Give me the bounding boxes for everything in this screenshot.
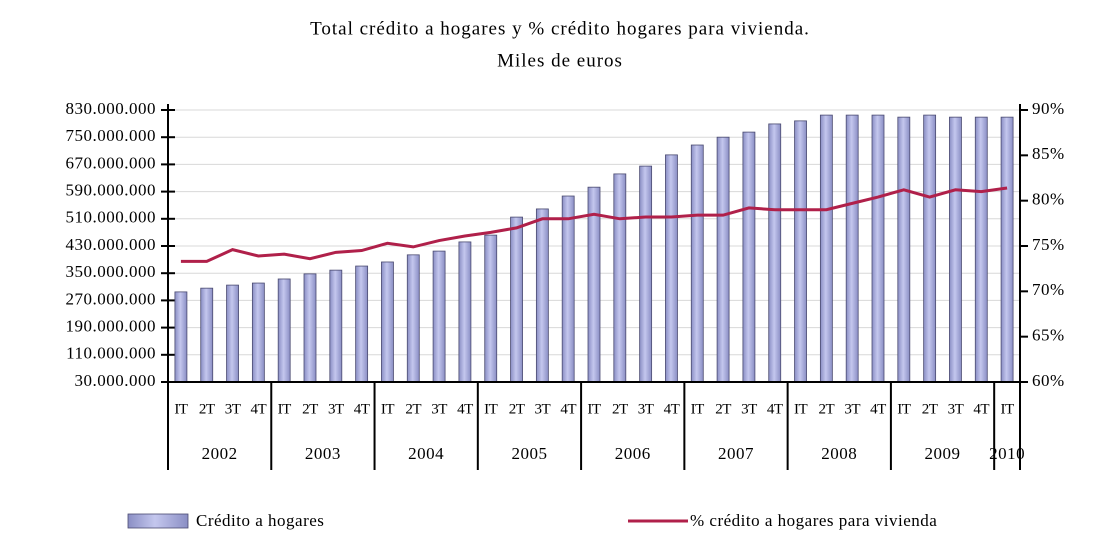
x-tick-label: IT: [691, 401, 704, 417]
year-label: 2003: [305, 444, 341, 463]
y-tick-label: 270.000.000: [66, 289, 157, 308]
bar: [1000, 116, 1014, 383]
x-tick-label: 3T: [741, 401, 757, 417]
year-label: 2009: [925, 444, 961, 463]
bar: [819, 114, 833, 383]
bar: [768, 123, 782, 383]
x-tick-label: 4T: [664, 401, 680, 417]
y2-tick-label: 80%: [1032, 190, 1065, 209]
y-tick-label: 750.000.000: [66, 126, 157, 145]
x-tick-label: 2T: [819, 401, 835, 417]
x-tick-label: IT: [1001, 401, 1014, 417]
chart-title: Total crédito a hogares y % crédito hoga…: [310, 18, 810, 39]
x-tick-label: 3T: [638, 401, 654, 417]
bar: [277, 278, 291, 383]
y2-tick-label: 65%: [1032, 326, 1065, 345]
bar: [665, 154, 678, 383]
bar: [923, 114, 937, 383]
bar: [974, 116, 988, 383]
legend-label: % crédito a hogares para vivienda: [690, 511, 937, 530]
x-tick-label: 3T: [328, 401, 344, 417]
x-tick-label: IT: [897, 401, 910, 417]
y-tick-label: 110.000.000: [66, 344, 156, 363]
x-tick-label: IT: [484, 401, 497, 417]
y-tick-label: 350.000.000: [66, 262, 157, 281]
x-tick-label: 4T: [457, 401, 473, 417]
y-tick-label: 670.000.000: [66, 153, 157, 172]
bar: [251, 282, 265, 383]
year-label: 2004: [408, 444, 444, 463]
bar: [303, 273, 317, 383]
bar: [639, 165, 653, 383]
x-tick-label: 2T: [302, 401, 318, 417]
bar: [561, 195, 575, 383]
x-tick-label: 2T: [199, 401, 215, 417]
bar: [406, 254, 420, 383]
bar: [174, 291, 188, 383]
y2-tick-label: 90%: [1032, 99, 1065, 118]
bar: [845, 114, 859, 383]
x-tick-label: 3T: [535, 401, 551, 417]
x-tick-label: 3T: [948, 401, 964, 417]
x-tick-label: 2T: [612, 401, 628, 417]
bar: [355, 265, 369, 383]
bar: [510, 216, 523, 383]
bar: [329, 269, 343, 383]
x-tick-label: 4T: [560, 401, 576, 417]
y-tick-label: 830.000.000: [66, 99, 157, 118]
y2-tick-label: 85%: [1032, 144, 1065, 163]
bar: [200, 287, 214, 383]
y-tick-label: 30.000.000: [75, 371, 157, 390]
y2-tick-label: 60%: [1032, 371, 1065, 390]
bar: [535, 208, 549, 383]
x-tick-label: 2T: [405, 401, 421, 417]
year-label: 2007: [718, 444, 754, 463]
x-tick-label: IT: [174, 401, 187, 417]
bar: [949, 116, 962, 383]
x-tick-label: 2T: [715, 401, 731, 417]
y-tick-label: 590.000.000: [66, 181, 157, 200]
y-tick-label: 510.000.000: [66, 208, 157, 227]
x-tick-label: 4T: [354, 401, 370, 417]
x-tick-label: 3T: [225, 401, 241, 417]
year-label: 2008: [821, 444, 857, 463]
x-tick-label: IT: [587, 401, 600, 417]
bar: [897, 116, 911, 383]
x-tick-label: 4T: [251, 401, 267, 417]
x-tick-label: 4T: [973, 401, 989, 417]
bar: [226, 284, 239, 383]
bar: [484, 234, 498, 383]
year-label: 2006: [615, 444, 651, 463]
year-label: 2005: [511, 444, 547, 463]
x-tick-label: IT: [794, 401, 807, 417]
legend-swatch: [127, 513, 189, 529]
bar: [716, 136, 730, 383]
x-tick-label: IT: [278, 401, 291, 417]
legend-label: Crédito a hogares: [196, 511, 324, 530]
x-tick-label: 2T: [922, 401, 938, 417]
x-tick-label: 4T: [870, 401, 886, 417]
x-tick-label: IT: [381, 401, 394, 417]
line-series: [180, 186, 1008, 263]
x-tick-label: 2T: [509, 401, 525, 417]
bar: [432, 250, 446, 383]
y-tick-label: 190.000.000: [66, 317, 157, 336]
year-label: 2002: [202, 444, 238, 463]
bar: [381, 261, 394, 383]
bar: [690, 144, 704, 383]
y-tick-label: 430.000.000: [66, 235, 157, 254]
y2-tick-label: 75%: [1032, 235, 1065, 254]
year-label: 2010: [989, 444, 1025, 463]
bar: [613, 173, 627, 383]
bar: [458, 241, 472, 383]
bar: [794, 120, 807, 383]
x-tick-label: 3T: [844, 401, 860, 417]
bar: [871, 114, 885, 383]
y2-tick-label: 70%: [1032, 280, 1065, 299]
x-tick-label: 4T: [767, 401, 783, 417]
chart-subtitle: Miles de euros: [497, 50, 623, 71]
x-tick-label: 3T: [431, 401, 447, 417]
bar: [742, 131, 756, 383]
